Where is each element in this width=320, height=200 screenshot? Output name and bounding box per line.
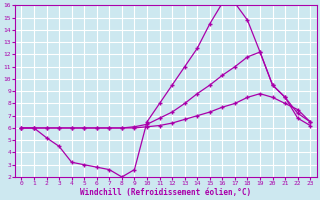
X-axis label: Windchill (Refroidissement éolien,°C): Windchill (Refroidissement éolien,°C) <box>80 188 252 197</box>
